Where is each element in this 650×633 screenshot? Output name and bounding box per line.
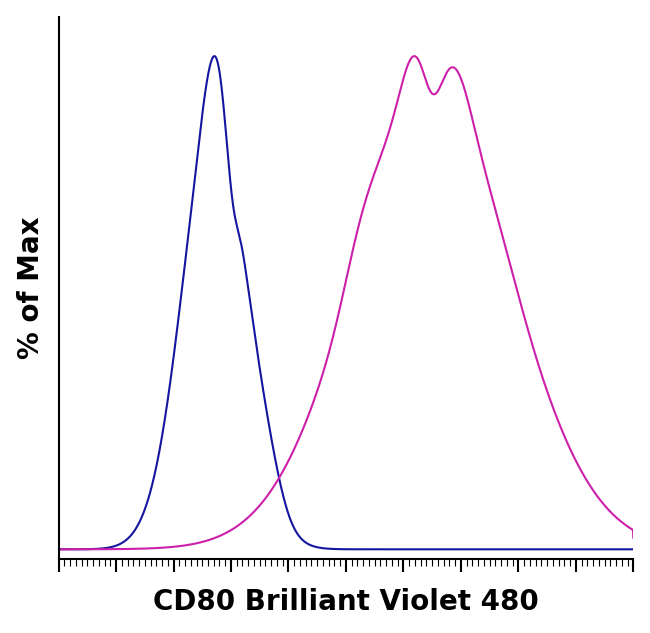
X-axis label: CD80 Brilliant Violet 480: CD80 Brilliant Violet 480	[153, 588, 539, 617]
Y-axis label: % of Max: % of Max	[17, 216, 45, 359]
